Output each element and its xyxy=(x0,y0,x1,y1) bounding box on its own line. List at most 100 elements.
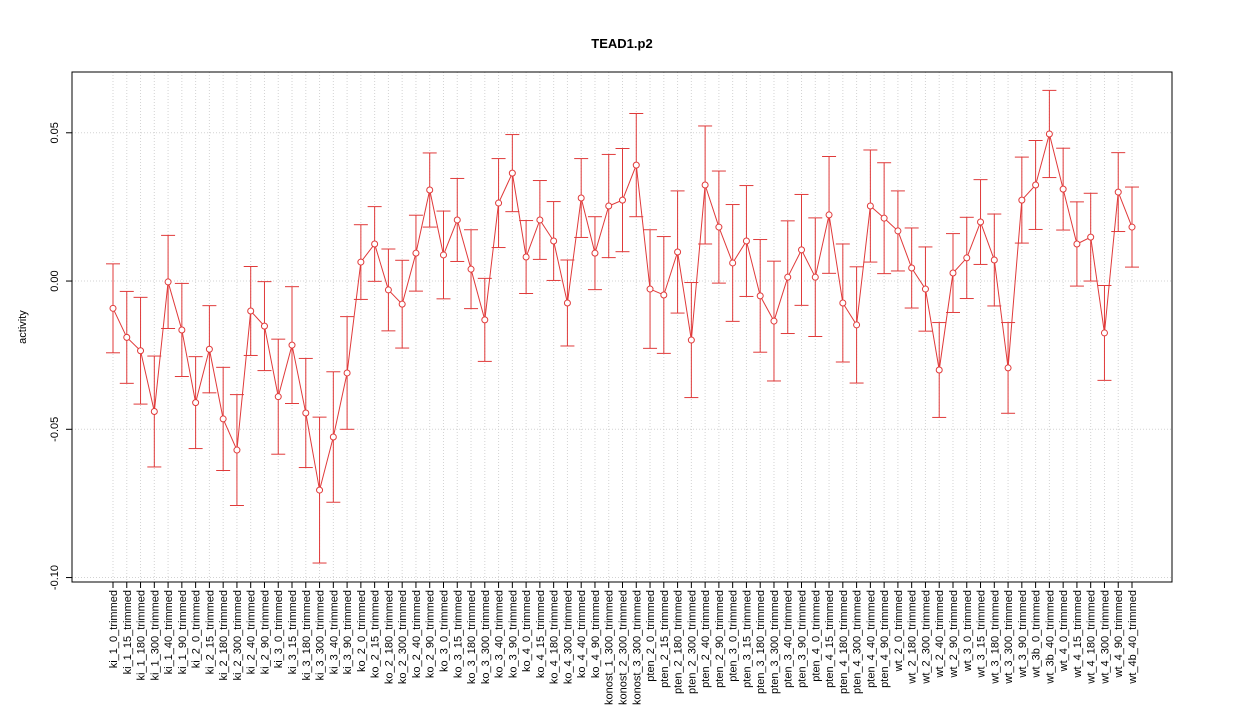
x-tick-label: ko_2_180_trimmed xyxy=(383,590,395,684)
data-point xyxy=(219,415,227,423)
x-tick-label: wt_4_180_trimmed xyxy=(1086,590,1098,685)
x-tick-label: pten_3_40_trimmed xyxy=(783,590,795,688)
data-point xyxy=(123,333,131,341)
x-tick-label: pten_3_0_trimmed xyxy=(728,590,740,682)
data-point xyxy=(109,304,117,312)
x-tick-label: ko_4_90_trimmed xyxy=(590,590,602,678)
x-tick-label: wt_4_0_trimmed xyxy=(1058,590,1070,672)
data-point xyxy=(302,409,310,417)
x-tick-label: ko_3_180_trimmed xyxy=(466,590,478,684)
data-point xyxy=(839,299,847,307)
data-point xyxy=(495,199,503,207)
data-point xyxy=(150,408,158,416)
data-point xyxy=(412,249,420,257)
y-tick-label: -0.05 xyxy=(49,417,61,442)
data-point xyxy=(646,285,654,293)
x-tick-label: ko_2_15_trimmed xyxy=(370,590,382,678)
data-point xyxy=(1004,364,1012,372)
x-tick-label: ki_2_15_trimmed xyxy=(204,590,216,674)
x-tick-label: pten_2_180_trimmed xyxy=(673,590,685,694)
data-point xyxy=(316,486,324,494)
x-tick-label: ko_2_0_trimmed xyxy=(356,590,368,672)
data-point xyxy=(619,196,626,204)
x-tick-label: pten_3_15_trimmed xyxy=(741,590,753,688)
data-point xyxy=(384,286,392,294)
data-point xyxy=(274,393,282,401)
data-point xyxy=(357,258,365,266)
x-tick-label: wt_2_300_trimmed xyxy=(920,590,932,685)
x-tick-label: pten_2_15_trimmed xyxy=(659,590,671,688)
data-point xyxy=(439,251,447,259)
x-tick-label: pten_3_180_trimmed xyxy=(755,590,767,694)
x-tick-label: ko_3_15_trimmed xyxy=(452,590,464,678)
data-point xyxy=(1073,240,1081,248)
x-tick-label: ko_3_300_trimmed xyxy=(480,590,492,684)
x-tick-label: wt_4_15_trimmed xyxy=(1072,590,1084,678)
chart-title: TEAD1.p2 xyxy=(591,36,652,51)
x-tick-label: ki_1_40_trimmed xyxy=(163,590,175,674)
x-tick-label: pten_2_300_trimmed xyxy=(686,590,698,694)
x-tick-label: ki_1_0_trimmed xyxy=(108,590,120,668)
x-tick-label: ki_2_180_trimmed xyxy=(218,590,230,681)
x-tick-label: ki_3_90_trimmed xyxy=(342,590,354,674)
data-point xyxy=(674,248,682,256)
data-point xyxy=(632,161,640,169)
data-point xyxy=(522,253,530,261)
data-point xyxy=(1114,188,1122,196)
x-tick-label: wt_2_0_trimmed xyxy=(893,590,905,672)
x-tick-label: wt_2_40_trimmed xyxy=(934,590,946,678)
data-point xyxy=(426,186,434,194)
x-tick-label: pten_4_180_trimmed xyxy=(838,590,850,694)
x-tick-label: ki_2_90_trimmed xyxy=(259,590,271,674)
x-tick-label: wt_2_180_trimmed xyxy=(907,590,919,685)
x-tick-label: ki_3_180_trimmed xyxy=(301,590,313,681)
data-point xyxy=(329,433,337,441)
data-point xyxy=(371,240,379,248)
x-tick-label: konost_2_300_trimmed xyxy=(618,590,630,705)
data-point xyxy=(453,216,461,224)
y-tick-label: 0.05 xyxy=(49,122,61,143)
data-point xyxy=(908,264,916,272)
x-tick-label: wt_3_180_trimmed xyxy=(989,590,1001,685)
data-point xyxy=(1045,130,1053,138)
data-point xyxy=(977,218,985,226)
data-point xyxy=(536,216,544,224)
data-point xyxy=(729,259,737,267)
data-point xyxy=(784,273,792,281)
data-point xyxy=(605,202,613,210)
x-tick-label: ki_2_300_trimmed xyxy=(232,590,244,681)
data-point xyxy=(963,254,971,262)
data-point xyxy=(798,246,806,254)
x-tick-label: ki_3_15_trimmed xyxy=(287,590,299,674)
x-tick-label: ko_2_90_trimmed xyxy=(425,590,437,678)
data-point xyxy=(577,194,585,202)
x-tick-label: ko_2_40_trimmed xyxy=(411,590,423,678)
data-point xyxy=(550,237,558,245)
x-tick-label: pten_3_300_trimmed xyxy=(769,590,781,694)
data-point xyxy=(715,223,723,231)
x-tick-label: wt_3_15_trimmed xyxy=(976,590,988,678)
data-point xyxy=(1128,223,1136,231)
x-tick-label: pten_2_90_trimmed xyxy=(714,590,726,688)
x-tick-label: wt_2_90_trimmed xyxy=(948,590,960,678)
data-point xyxy=(508,169,516,177)
data-point xyxy=(853,321,861,329)
x-tick-label: ko_3_90_trimmed xyxy=(507,590,519,678)
x-tick-label: pten_4_300_trimmed xyxy=(852,590,864,694)
x-tick-label: wt_3b_40_trimmed xyxy=(1044,590,1056,685)
x-tick-label: pten_3_90_trimmed xyxy=(797,590,809,688)
data-point xyxy=(591,249,599,257)
data-point xyxy=(880,214,888,222)
data-point xyxy=(260,322,268,330)
x-tick-label: wt_3b_0_trimmed xyxy=(1031,590,1043,678)
data-point xyxy=(1087,233,1095,241)
data-point xyxy=(770,317,778,325)
x-tick-label: ki_1_90_trimmed xyxy=(177,590,189,674)
data-point xyxy=(1018,196,1026,204)
x-tick-label: ko_3_0_trimmed xyxy=(438,590,450,672)
data-point xyxy=(687,336,695,344)
data-point xyxy=(288,341,296,349)
data-point xyxy=(990,256,998,264)
data-point xyxy=(935,366,943,374)
